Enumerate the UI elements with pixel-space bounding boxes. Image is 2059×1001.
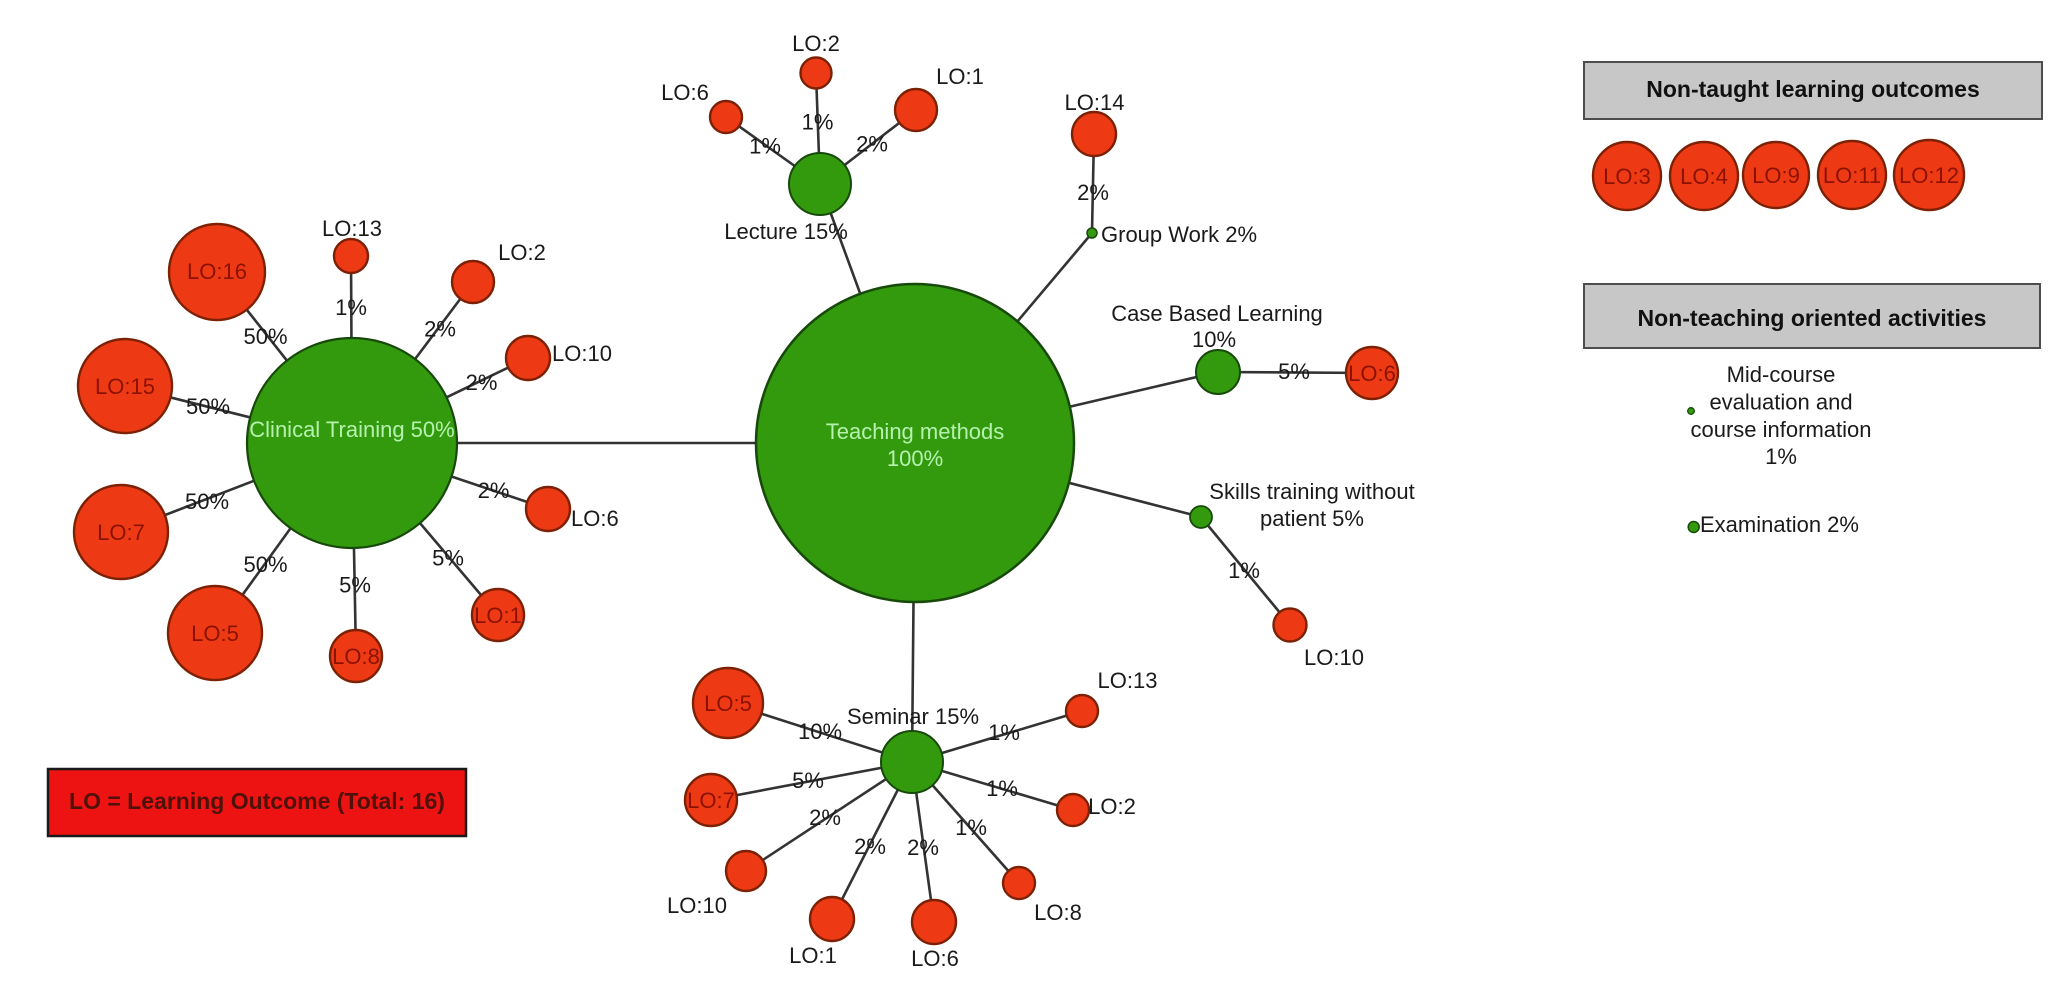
svg-text:LO:7: LO:7 [97, 520, 145, 545]
svg-text:2%: 2% [466, 370, 498, 395]
svg-text:LO:10: LO:10 [552, 341, 612, 366]
svg-text:Teaching methods: Teaching methods [826, 419, 1005, 444]
svg-text:2%: 2% [907, 835, 939, 860]
svg-text:1%: 1% [1765, 444, 1797, 469]
svg-text:LO = Learning Outcome (Total:: LO = Learning Outcome (Total: 16) [69, 788, 445, 814]
svg-text:2%: 2% [854, 834, 886, 859]
svg-text:LO:15: LO:15 [95, 374, 155, 399]
svg-text:Lecture 15%: Lecture 15% [724, 219, 848, 244]
svg-text:50%: 50% [186, 394, 230, 419]
svg-text:LO:1: LO:1 [936, 64, 984, 89]
svg-text:1%: 1% [335, 295, 367, 320]
svg-text:1%: 1% [988, 720, 1020, 745]
svg-text:Non-taught learning outcomes: Non-taught learning outcomes [1646, 76, 1980, 102]
svg-text:LO:12: LO:12 [1899, 163, 1959, 188]
svg-text:50%: 50% [185, 489, 229, 514]
svg-text:LO:8: LO:8 [1034, 900, 1082, 925]
svg-text:10%: 10% [798, 719, 842, 744]
svg-text:100%: 100% [887, 446, 943, 471]
svg-text:Examination 2%: Examination 2% [1700, 512, 1859, 537]
svg-text:1%: 1% [986, 776, 1018, 801]
svg-text:LO:8: LO:8 [332, 644, 380, 669]
svg-text:evaluation and: evaluation and [1709, 390, 1852, 415]
svg-text:LO:6: LO:6 [1348, 361, 1396, 386]
svg-text:LO:9: LO:9 [1752, 163, 1800, 188]
svg-text:2%: 2% [809, 805, 841, 830]
svg-text:course information: course information [1691, 417, 1872, 442]
svg-text:1%: 1% [1228, 558, 1260, 583]
svg-text:LO:2: LO:2 [1088, 794, 1136, 819]
svg-text:LO:6: LO:6 [911, 946, 959, 971]
svg-text:LO:7: LO:7 [687, 788, 735, 813]
svg-text:Group Work 2%: Group Work 2% [1101, 222, 1257, 247]
svg-text:LO:11: LO:11 [1823, 163, 1881, 188]
svg-text:Skills training without: Skills training without [1209, 479, 1414, 504]
svg-text:Seminar 15%: Seminar 15% [847, 704, 979, 729]
svg-text:1%: 1% [955, 815, 987, 840]
svg-text:LO:2: LO:2 [792, 31, 840, 56]
svg-text:LO:10: LO:10 [667, 893, 727, 918]
svg-text:1%: 1% [749, 134, 781, 159]
svg-text:Non-teaching oriented activiti: Non-teaching oriented activities [1638, 305, 1987, 331]
svg-text:LO:3: LO:3 [1603, 164, 1651, 189]
svg-text:5%: 5% [432, 546, 464, 571]
svg-text:2%: 2% [424, 317, 456, 342]
svg-text:Mid-course: Mid-course [1727, 362, 1836, 387]
svg-text:2%: 2% [478, 478, 510, 503]
svg-text:LO:13: LO:13 [1098, 668, 1158, 693]
svg-text:Clinical Training 50%: Clinical Training 50% [249, 417, 454, 442]
svg-text:LO:13: LO:13 [322, 216, 382, 241]
svg-text:LO:4: LO:4 [1680, 164, 1728, 189]
svg-text:50%: 50% [243, 324, 287, 349]
svg-text:LO:5: LO:5 [191, 621, 239, 646]
svg-text:LO:14: LO:14 [1065, 90, 1125, 115]
svg-text:5%: 5% [1278, 359, 1310, 384]
svg-text:patient 5%: patient 5% [1260, 506, 1364, 531]
svg-text:1%: 1% [802, 110, 834, 135]
svg-text:LO:6: LO:6 [571, 506, 619, 531]
svg-text:2%: 2% [856, 132, 888, 157]
svg-text:LO:6: LO:6 [661, 80, 709, 105]
svg-text:50%: 50% [243, 552, 287, 577]
svg-text:LO:2: LO:2 [498, 240, 546, 265]
svg-text:2%: 2% [1077, 180, 1109, 205]
svg-text:10%: 10% [1192, 327, 1236, 352]
svg-text:LO:1: LO:1 [789, 943, 837, 968]
svg-text:LO:10: LO:10 [1304, 645, 1364, 670]
svg-text:LO:1: LO:1 [474, 603, 522, 628]
svg-text:LO:16: LO:16 [187, 259, 247, 284]
svg-text:Case Based Learning: Case Based Learning [1111, 301, 1323, 326]
svg-text:5%: 5% [792, 768, 824, 793]
svg-text:5%: 5% [339, 573, 371, 598]
svg-text:LO:5: LO:5 [704, 691, 752, 716]
